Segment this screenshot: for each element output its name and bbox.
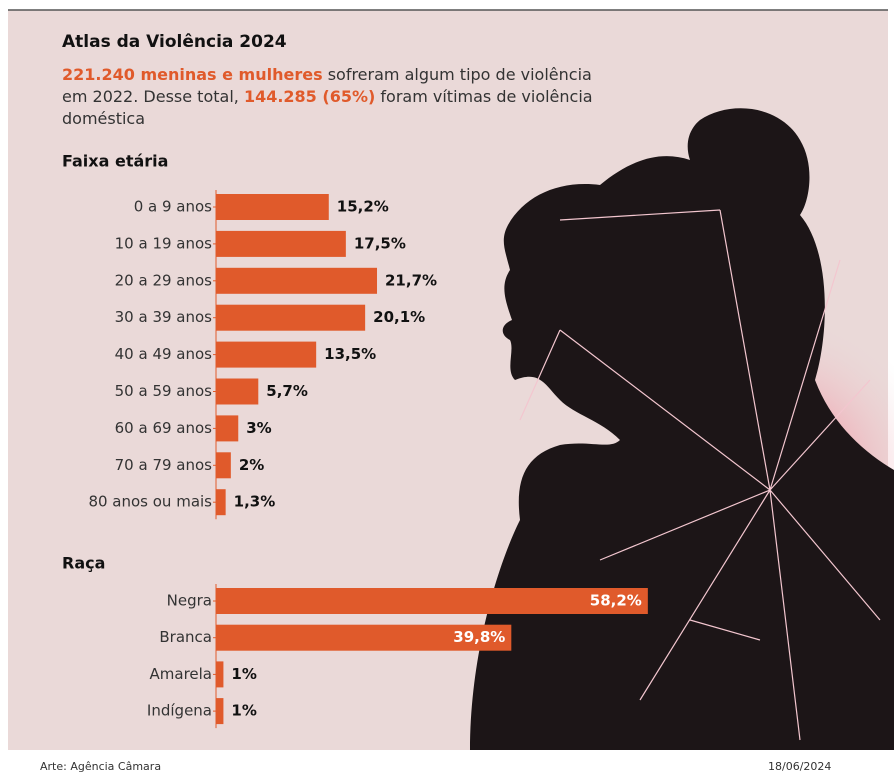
bar bbox=[216, 378, 259, 405]
category-label: Branca bbox=[159, 628, 212, 646]
value-label: 15,2% bbox=[337, 198, 389, 216]
highlight: 221.240 meninas e mulheres bbox=[62, 65, 323, 84]
bar bbox=[216, 194, 329, 220]
section-title: Faixa etária bbox=[62, 152, 168, 171]
value-label: 17,5% bbox=[354, 234, 406, 252]
category-label: 30 a 39 anos bbox=[115, 308, 213, 326]
value-label: 1% bbox=[231, 702, 256, 720]
value-label: 20,1% bbox=[373, 308, 425, 326]
category-label: 10 a 19 anos bbox=[115, 234, 213, 252]
bar bbox=[216, 588, 648, 614]
highlight: 144.285 (65%) bbox=[243, 87, 376, 106]
category-label: 80 anos ou mais bbox=[88, 493, 212, 511]
bar bbox=[216, 698, 224, 725]
category-label: Indígena bbox=[147, 702, 212, 720]
subtitle: 221.240 meninas e mulheres sofreram algu… bbox=[62, 64, 622, 130]
bar bbox=[216, 304, 366, 331]
bar bbox=[216, 661, 224, 688]
category-label: 70 a 79 anos bbox=[115, 456, 213, 474]
value-label: 21,7% bbox=[385, 271, 437, 289]
value-label: 39,8% bbox=[453, 628, 505, 646]
value-label: 58,2% bbox=[590, 592, 642, 610]
category-label: 0 a 9 anos bbox=[134, 198, 212, 216]
title: Atlas da Violência 2024 bbox=[62, 32, 287, 52]
value-label: 3% bbox=[246, 419, 271, 437]
value-label: 2% bbox=[239, 456, 264, 474]
bar bbox=[216, 230, 346, 257]
category-label: Amarela bbox=[150, 665, 213, 683]
bar bbox=[216, 452, 231, 479]
section-title: Raça bbox=[62, 554, 105, 573]
bar bbox=[216, 489, 226, 516]
credit: Arte: Agência Câmara bbox=[40, 760, 162, 773]
cracks bbox=[519, 209, 881, 741]
bar bbox=[216, 341, 317, 368]
category-label: 50 a 59 anos bbox=[115, 382, 213, 400]
date: 18/06/2024 bbox=[768, 760, 832, 773]
text: foram vítimas de violência doméstica bbox=[62, 87, 593, 128]
bar bbox=[216, 624, 512, 651]
value-label: 5,7% bbox=[266, 382, 308, 400]
bar bbox=[216, 267, 378, 294]
category-label: 40 a 49 anos bbox=[115, 345, 213, 363]
value-label: 13,5% bbox=[324, 345, 376, 363]
category-label: 20 a 29 anos bbox=[115, 271, 213, 289]
category-label: 60 a 69 anos bbox=[115, 419, 213, 437]
text: sofreram algum tipo de violência em 2022… bbox=[62, 65, 592, 106]
category-label: Negra bbox=[167, 592, 212, 610]
bar bbox=[216, 415, 239, 442]
value-label: 1% bbox=[231, 665, 256, 683]
value-label: 1,3% bbox=[234, 493, 276, 511]
